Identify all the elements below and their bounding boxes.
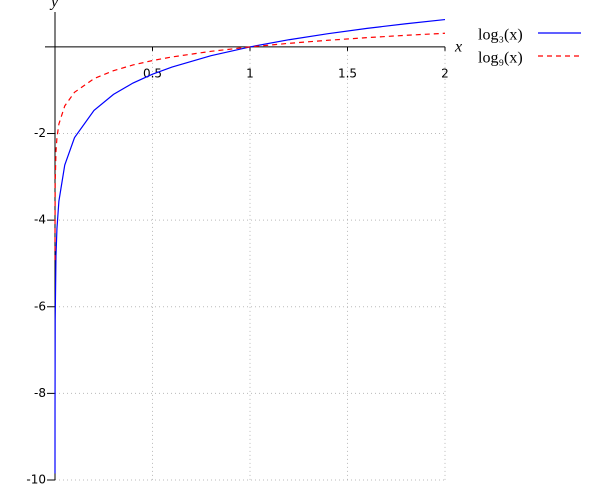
- y-tick-label: -2: [34, 126, 46, 140]
- x-axis-label: x: [454, 39, 462, 56]
- y-tick-label: -6: [34, 299, 46, 313]
- x-tick-label: 1.5: [338, 66, 357, 80]
- legend-label: log₉(x): [478, 50, 523, 67]
- x-tick-label: 0.5: [143, 66, 162, 80]
- y-tick-label: -8: [34, 386, 46, 400]
- x-tick-label: 1: [246, 66, 254, 80]
- legend-label: log₃(x): [478, 27, 523, 44]
- x-tick-label: 2: [441, 66, 449, 80]
- y-tick-label: -4: [34, 213, 46, 227]
- series-line: [54, 32, 446, 261]
- y-axis-label: y: [49, 0, 59, 11]
- y-tick-label: -10: [26, 473, 46, 487]
- series-line: [54, 18, 446, 474]
